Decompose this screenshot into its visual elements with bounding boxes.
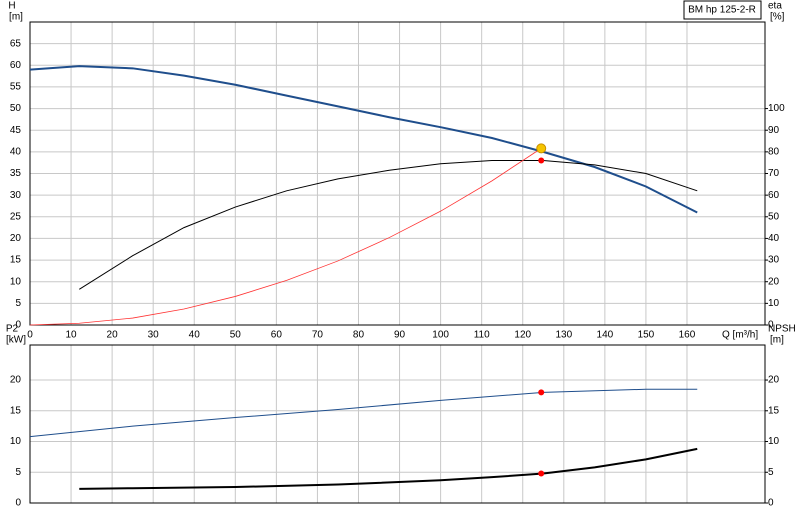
x-tick-label: 50 — [230, 330, 242, 341]
y-tick-label: 15 — [10, 405, 22, 416]
y2-tick-label: 5 — [768, 467, 774, 478]
y-tick-label: 45 — [10, 125, 22, 136]
x-tick-label: 30 — [148, 330, 160, 341]
x-tick-label: 110 — [474, 330, 490, 341]
y2-axis-unit: [m] — [770, 335, 784, 346]
y2-axis-label: NPSH — [768, 324, 796, 335]
y-tick-label: 35 — [10, 168, 22, 179]
y-tick-label: 40 — [10, 146, 22, 157]
x-axis-label: Q [m³/h] — [722, 330, 758, 341]
x-tick-label: 100 — [432, 330, 449, 341]
curve — [29, 148, 542, 326]
y-tick-label: 0 — [15, 320, 21, 331]
y2-tick-label: 70 — [768, 168, 780, 179]
y-tick-label: 5 — [15, 467, 21, 478]
y2-tick-label: 30 — [768, 255, 780, 266]
y-axis-unit: [m] — [9, 12, 23, 23]
y-tick-label: 55 — [10, 82, 22, 93]
y2-tick-label: 100 — [768, 103, 785, 114]
x-tick-label: 130 — [555, 330, 572, 341]
y-tick-label: 25 — [10, 211, 22, 222]
curve — [79, 447, 698, 490]
y2-tick-label: 20 — [768, 375, 780, 386]
x-tick-label: 120 — [514, 330, 531, 341]
chart-title: BM hp 125-2-R — [688, 5, 756, 16]
x-tick-label: 60 — [271, 330, 283, 341]
operating-point — [538, 389, 545, 396]
y2-tick-label: 90 — [768, 125, 780, 136]
curve — [29, 388, 698, 438]
y-tick-label: 15 — [10, 255, 22, 266]
y-axis-label: P2 — [6, 324, 19, 335]
y2-tick-label: 60 — [768, 190, 780, 201]
x-tick-label: 0 — [27, 330, 33, 341]
y-tick-label: 5 — [15, 298, 21, 309]
y-tick-label: 10 — [10, 436, 22, 447]
x-tick-label: 10 — [65, 330, 77, 341]
x-tick-label: 160 — [679, 330, 696, 341]
y2-axis-label: eta — [768, 1, 782, 12]
x-tick-label: 150 — [638, 330, 655, 341]
title-box — [683, 0, 762, 20]
y2-tick-label: 80 — [768, 146, 780, 157]
y-tick-label: 50 — [10, 103, 22, 114]
x-tick-label: 40 — [189, 330, 201, 341]
y-axis-unit: [kW] — [6, 335, 26, 346]
y2-tick-label: 20 — [768, 276, 780, 287]
plot-area — [30, 345, 765, 503]
y2-tick-label: 10 — [768, 436, 780, 447]
y-tick-label: 20 — [10, 375, 22, 386]
y2-tick-label: 0 — [768, 498, 774, 509]
x-tick-label: 80 — [353, 330, 365, 341]
operating-point — [536, 143, 547, 154]
y-axis-label: H — [8, 1, 15, 12]
y2-tick-label: 0 — [768, 320, 774, 331]
y-tick-label: 60 — [10, 60, 22, 71]
y2-tick-label: 10 — [768, 298, 780, 309]
x-tick-label: 140 — [597, 330, 614, 341]
y-tick-label: 20 — [10, 233, 22, 244]
x-tick-label: 70 — [312, 330, 324, 341]
y-tick-label: 30 — [10, 190, 22, 201]
x-tick-label: 20 — [107, 330, 119, 341]
y2-tick-label: 50 — [768, 211, 780, 222]
plot-frame — [29, 344, 766, 504]
y-tick-label: 65 — [10, 38, 22, 49]
y-tick-label: 0 — [15, 498, 21, 509]
plot-frame — [29, 21, 766, 326]
x-tick-label: 90 — [394, 330, 406, 341]
y-tick-label: 10 — [10, 276, 22, 287]
y2-axis-unit: [%] — [770, 12, 785, 23]
operating-point — [538, 157, 545, 164]
y2-tick-label: 15 — [768, 405, 780, 416]
curve — [79, 160, 698, 290]
operating-point — [538, 470, 545, 477]
y2-tick-label: 40 — [768, 233, 780, 244]
